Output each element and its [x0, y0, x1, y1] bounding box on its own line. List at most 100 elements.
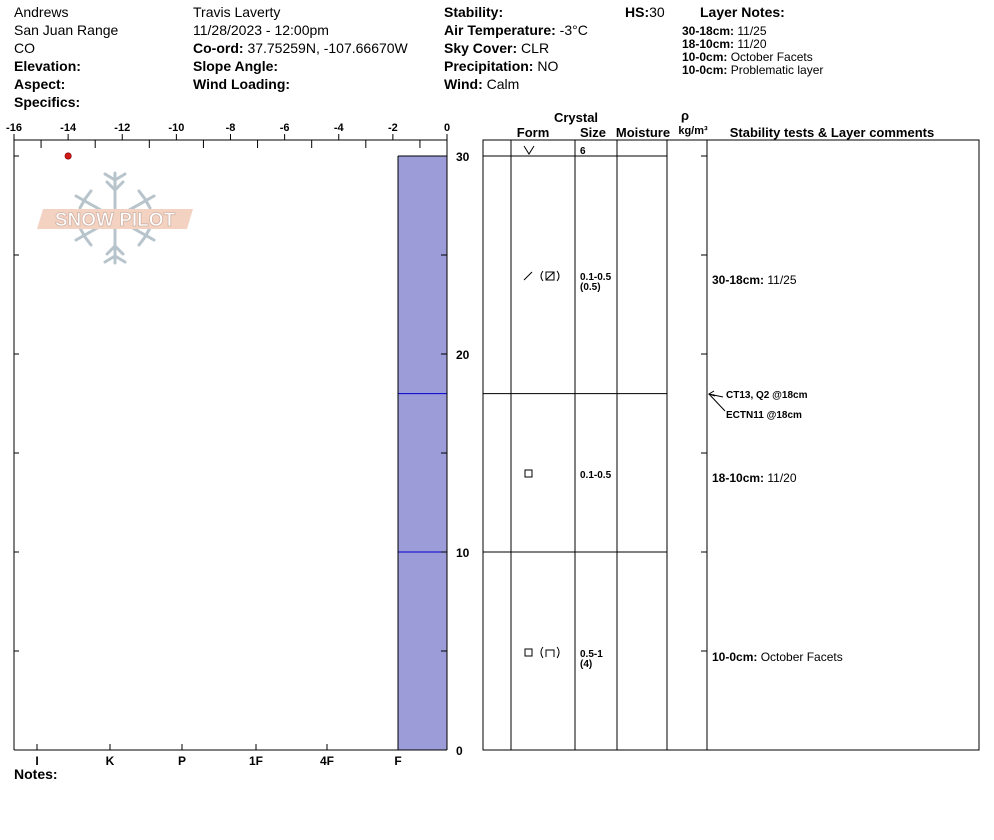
- density-unit-header: kg/m³: [678, 125, 708, 137]
- comments-header: Stability tests & Layer comments: [730, 125, 934, 140]
- decomposing-particles-icon: [523, 270, 560, 282]
- left-height-ticks: [14, 155, 19, 652]
- snowpilot-logo: SNOW PILOT: [37, 171, 193, 265]
- layer-note-range: 18-10cm:: [682, 37, 735, 51]
- temperature-tick-label: 0: [444, 122, 450, 134]
- wind-label: Wind:: [444, 76, 483, 92]
- layer-comment-range: 30-18cm:: [712, 273, 764, 287]
- crystal-header: Crystal: [554, 110, 598, 125]
- notes-label: Notes:: [14, 766, 58, 782]
- height-tick-label: 20: [456, 348, 470, 362]
- height-tick-label: 30: [456, 150, 470, 164]
- layer-comment: 30-18cm: 11/25: [712, 273, 797, 287]
- stability-label: Stability:: [444, 4, 504, 20]
- layer-note-text: 11/25: [737, 24, 767, 38]
- temperature-axis: -16 -14 -12 -10 -8 -6 -4 -2 0: [6, 122, 450, 148]
- observer-name: Travis Laverty: [193, 4, 281, 20]
- hardness-tick-label: F: [394, 754, 401, 768]
- hardness-bar: [398, 393, 447, 552]
- slope-angle-label: Slope Angle:: [193, 58, 279, 74]
- precip-value: NO: [537, 58, 559, 74]
- comment-ticks: [701, 155, 707, 652]
- layer-note-range: 30-18cm:: [682, 24, 735, 38]
- logo-banner: [37, 209, 193, 229]
- hs-label: HS:: [625, 4, 650, 20]
- form-header: Form: [517, 125, 550, 140]
- layer-notes-title: Layer Notes:: [700, 4, 785, 20]
- layer-comment-range: 18-10cm:: [712, 471, 764, 485]
- temperature-tick-label: -14: [60, 122, 77, 134]
- temperature-tick-label: -8: [226, 122, 236, 134]
- test-pointer-arrow: [707, 390, 716, 397]
- layer-comment: 18-10cm: 11/20: [712, 471, 797, 485]
- hardness-bars: [398, 156, 447, 750]
- height-axis: 0 10 20 30: [441, 150, 470, 758]
- state-name: CO: [14, 40, 35, 56]
- observation-datetime: 11/28/2023 - 12:00pm: [193, 22, 329, 38]
- snow-height: HS:30: [625, 5, 665, 19]
- temperature-tick-label: -10: [168, 122, 184, 134]
- table-row-lines: [483, 155, 667, 553]
- coordinates: Co-ord: 37.75259N, -107.66670W: [193, 41, 408, 55]
- hardness-bar: [398, 552, 447, 750]
- precipitation: Precipitation: NO: [444, 59, 558, 73]
- temperature-tick-label: -16: [6, 122, 22, 134]
- layer-note-row: 10-0cm: October Facets: [682, 51, 813, 63]
- wind-loading-label: Wind Loading:: [193, 76, 291, 92]
- height-tick-label: 0: [456, 744, 463, 758]
- crystal-size: 0.1-0.5: [580, 470, 612, 481]
- layer-note-text: 11/20: [737, 37, 767, 51]
- temperature-tick-label: -2: [388, 122, 398, 134]
- layer-note-row: 10-0cm: Problematic layer: [682, 64, 823, 76]
- air-temp-label: Air Temperature:: [444, 22, 556, 38]
- layer-boundaries: [397, 155, 447, 750]
- layer-note-text: Problematic layer: [730, 63, 824, 77]
- faceted-rounding-icon: [524, 646, 560, 659]
- hardness-tick-label: K: [106, 754, 115, 768]
- surface-hoar-icon: [523, 145, 535, 155]
- moisture-header: Moisture: [616, 125, 670, 140]
- precip-label: Precipitation:: [444, 58, 534, 74]
- surface-crystal-size: 6: [580, 146, 586, 157]
- specifics-label: Specifics:: [14, 94, 81, 110]
- wind-value: Calm: [486, 76, 520, 92]
- crystal-size-secondary: (4): [580, 659, 592, 670]
- layer-table-frame: [482, 139, 980, 751]
- wind: Wind: Calm: [444, 77, 519, 91]
- crystal-size-secondary: (0.5): [580, 282, 601, 293]
- temperature-points: [64, 152, 72, 160]
- stability-test: CT13, Q2 @18cm: [726, 390, 808, 401]
- temperature-tick-label: -4: [334, 122, 345, 134]
- range-name: San Juan Range: [14, 22, 119, 38]
- aspect-label: Aspect:: [14, 76, 66, 92]
- temperature-tick-label: -6: [280, 122, 290, 134]
- layer-comment-range: 10-0cm:: [712, 650, 757, 664]
- layer-comment-text: October Facets: [761, 650, 843, 664]
- hardness-tick-label: 4F: [320, 754, 334, 768]
- temperature-point: [64, 152, 72, 160]
- faceted-crystals-icon: [524, 469, 533, 478]
- hardness-tick-label: I: [35, 754, 38, 768]
- sky-cover: Sky Cover: CLR: [444, 41, 549, 55]
- layer-note-range: 10-0cm:: [682, 50, 728, 64]
- layer-note-row: 18-10cm: 11/20: [682, 38, 767, 50]
- coord-label: Co-ord:: [193, 40, 244, 56]
- hardness-tick-label: P: [178, 754, 186, 768]
- height-tick-label: 10: [456, 546, 470, 560]
- size-header: Size: [580, 125, 606, 140]
- layer-comment-text: 11/20: [767, 471, 796, 485]
- layer-comment-text: 11/25: [767, 273, 796, 287]
- layer-note-text: October Facets: [730, 50, 813, 64]
- layer-note-row: 30-18cm: 11/25: [682, 25, 767, 37]
- crystal-size: 0.1-0.5: [580, 272, 612, 283]
- air-temp-value: -3°C: [559, 22, 588, 38]
- hardness-bar: [398, 156, 447, 394]
- layer-comment: 10-0cm: October Facets: [712, 650, 843, 664]
- air-temperature: Air Temperature: -3°C: [444, 23, 588, 37]
- sky-label: Sky Cover:: [444, 40, 518, 56]
- hardness-tick-label: 1F: [249, 754, 263, 768]
- sky-value: CLR: [521, 40, 550, 56]
- location-name: Andrews: [14, 4, 69, 20]
- temperature-tick-label: -12: [114, 122, 130, 134]
